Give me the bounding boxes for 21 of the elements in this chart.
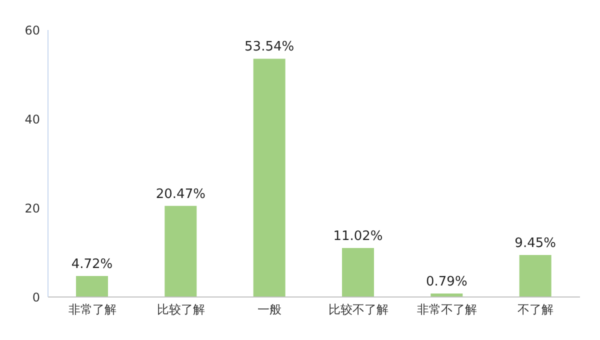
bar — [342, 248, 374, 297]
x-tick-label: 一般 — [258, 302, 282, 317]
bar — [164, 206, 197, 297]
bar — [253, 58, 286, 297]
data-label: 9.45% — [514, 236, 556, 251]
bar — [519, 254, 552, 297]
x-tick-label: 非常了解 — [68, 302, 116, 317]
x-tick-label: 比较不了解 — [328, 302, 388, 317]
data-label: 11.02% — [333, 228, 383, 244]
data-label: 4.72% — [71, 256, 113, 272]
x-tick-label: 比较了解 — [157, 302, 205, 317]
data-label: 0.79% — [426, 274, 468, 290]
y-tick-label: 40 — [24, 112, 40, 126]
data-label: 53.54% — [244, 40, 294, 55]
y-tick-label: 0 — [32, 290, 40, 304]
bar — [76, 276, 108, 297]
y-tick-label: 60 — [24, 23, 40, 38]
data-label: 20.47% — [156, 186, 206, 202]
x-tick-label: 不了解 — [518, 302, 554, 317]
y-tick-label: 20 — [24, 201, 40, 216]
x-tick-label: 非常不了解 — [417, 302, 477, 317]
